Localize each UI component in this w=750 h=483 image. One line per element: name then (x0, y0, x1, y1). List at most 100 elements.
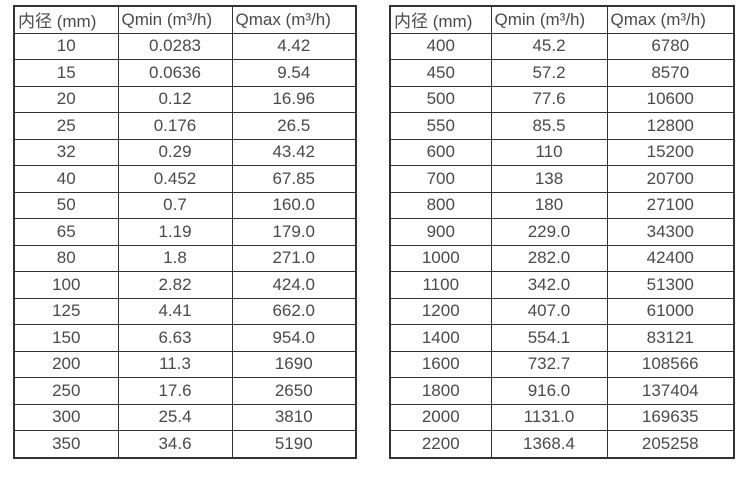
table-cell: 138 (490, 165, 608, 193)
table-cell: 400 (389, 32, 492, 60)
table-cell: 8570 (606, 59, 735, 87)
table-row: 350 34.6 5190 (13, 430, 357, 458)
table-cell: 17.6 (117, 377, 233, 405)
table-cell: 25.4 (117, 403, 233, 431)
table-cell: 15200 (606, 138, 735, 166)
table-cell: 2200 (389, 430, 492, 458)
table-cell: 20700 (606, 165, 735, 193)
table-row: 550 85.5 12800 (389, 112, 735, 140)
table-cell: 282.0 (490, 244, 608, 272)
table-row: 150 6.63 954.0 (13, 324, 357, 352)
table-row: 300 25.4 3810 (13, 403, 357, 431)
table-row: 1800 916.0 137404 (389, 377, 735, 405)
table-cell: 6.63 (117, 324, 233, 352)
table-row: 1100 342.0 51300 (389, 271, 735, 299)
table-row: 20 0.12 16.96 (13, 85, 357, 113)
table-cell: 916.0 (490, 377, 608, 405)
table-row: 1400 554.1 83121 (389, 324, 735, 352)
table-row: 600 110 15200 (389, 138, 735, 166)
table-row: 50 0.7 160.0 (13, 191, 357, 219)
table-cell: 27100 (606, 191, 735, 219)
table-cell: 250 (13, 377, 119, 405)
table-cell: 1100 (389, 271, 492, 299)
table-cell: 900 (389, 218, 492, 246)
table-cell: 45.2 (490, 32, 608, 60)
table-cell: 1131.0 (490, 403, 608, 431)
table-cell: 80 (13, 244, 119, 272)
table-cell: 954.0 (231, 324, 357, 352)
table-cell: 424.0 (231, 271, 357, 299)
table-cell: 125 (13, 297, 119, 325)
table-cell: 5190 (231, 430, 357, 458)
table-cell: 42400 (606, 244, 735, 272)
table-cell: 0.0283 (117, 32, 233, 60)
table-cell: 1.8 (117, 244, 233, 272)
table-row: 80 1.8 271.0 (13, 244, 357, 272)
table-row: 15 0.0636 9.54 (13, 59, 357, 87)
flow-rate-table-large-diameters: 内径 (mm) Qmin (m³/h) Qmax (m³/h) 400 45.2 678… (389, 5, 735, 459)
table-cell: 1690 (231, 350, 357, 378)
column-header: 内径 (mm) (13, 5, 119, 34)
table-cell: 160.0 (231, 191, 357, 219)
table-cell: 1200 (389, 297, 492, 325)
table-cell: 6780 (606, 32, 735, 60)
table-cell: 1.19 (117, 218, 233, 246)
table-row: 900 229.0 34300 (389, 218, 735, 246)
table-cell: 1600 (389, 350, 492, 378)
table-body: 400 45.2 6780 450 57.2 8570 500 77.6 10600 550 85.… (389, 32, 735, 458)
table-cell: 61000 (606, 297, 735, 325)
table-cell: 137404 (606, 377, 735, 405)
table-cell: 1400 (389, 324, 492, 352)
table-cell: 500 (389, 85, 492, 113)
table-cell: 32 (13, 138, 119, 166)
table-cell: 732.7 (490, 350, 608, 378)
table-row: 10 0.0283 4.42 (13, 32, 357, 60)
table-row: 800 180 27100 (389, 191, 735, 219)
table-cell: 205258 (606, 430, 735, 458)
table-cell: 10 (13, 32, 119, 60)
table-cell: 110 (490, 138, 608, 166)
table-cell: 600 (389, 138, 492, 166)
table-cell: 34.6 (117, 430, 233, 458)
column-header: Qmax (m³/h) (231, 5, 357, 34)
table-row: 1200 407.0 61000 (389, 297, 735, 325)
table-cell: 554.1 (490, 324, 608, 352)
table-row: 25 0.176 26.5 (13, 112, 357, 140)
table-cell: 85.5 (490, 112, 608, 140)
table-cell: 0.29 (117, 138, 233, 166)
table-row: 125 4.41 662.0 (13, 297, 357, 325)
table-cell: 450 (389, 59, 492, 87)
table-cell: 108566 (606, 350, 735, 378)
table-cell: 20 (13, 85, 119, 113)
table-cell: 65 (13, 218, 119, 246)
table-cell: 16.96 (231, 85, 357, 113)
table-cell: 15 (13, 59, 119, 87)
table-row: 1000 282.0 42400 (389, 244, 735, 272)
table-cell: 26.5 (231, 112, 357, 140)
table-cell: 1368.4 (490, 430, 608, 458)
table-cell: 12800 (606, 112, 735, 140)
table-row: 40 0.452 67.85 (13, 165, 357, 193)
table-cell: 0.7 (117, 191, 233, 219)
table-cell: 169635 (606, 403, 735, 431)
table-cell: 700 (389, 165, 492, 193)
table-row: 2200 1368.4 205258 (389, 430, 735, 458)
table-cell: 3810 (231, 403, 357, 431)
table-cell: 40 (13, 165, 119, 193)
table-cell: 550 (389, 112, 492, 140)
table-cell: 25 (13, 112, 119, 140)
table-body: 10 0.0283 4.42 15 0.0636 9.54 20 0.12 16.96 25 0.1… (13, 32, 357, 458)
table-cell: 2.82 (117, 271, 233, 299)
table-cell: 300 (13, 403, 119, 431)
table-header-row: 内径 (mm) Qmin (m³/h) Qmax (m³/h) (389, 5, 735, 34)
table-cell: 4.41 (117, 297, 233, 325)
table-cell: 57.2 (490, 59, 608, 87)
table-cell: 100 (13, 271, 119, 299)
table-row: 100 2.82 424.0 (13, 271, 357, 299)
table-cell: 77.6 (490, 85, 608, 113)
table-cell: 2650 (231, 377, 357, 405)
table-row: 32 0.29 43.42 (13, 138, 357, 166)
table-row: 450 57.2 8570 (389, 59, 735, 87)
table-header: 内径 (mm) Qmin (m³/h) Qmax (m³/h) (389, 5, 735, 34)
